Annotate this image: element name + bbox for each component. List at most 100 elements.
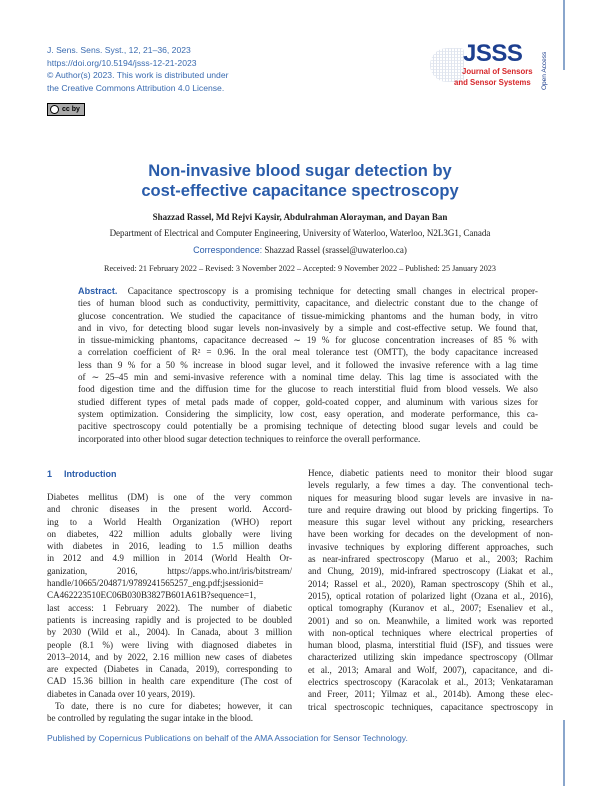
word: %	[127, 359, 136, 370]
word: the	[330, 433, 342, 444]
word: body	[431, 347, 450, 358]
word: and	[378, 322, 392, 333]
word: optimization.	[110, 408, 159, 419]
word: with	[474, 359, 491, 370]
word: with	[521, 335, 538, 346]
word: is	[449, 372, 456, 383]
doi-link[interactable]: https://doi.org/10.5194/jsss-12-21-2023	[47, 57, 197, 68]
word: copper,	[354, 396, 382, 407]
word: performance,	[451, 408, 500, 419]
word: =	[206, 347, 212, 358]
word: the	[414, 347, 426, 358]
word: delay.	[360, 372, 382, 383]
word: ties	[78, 298, 91, 309]
word: tolerance	[316, 347, 350, 358]
word: of	[78, 372, 86, 383]
word: the	[432, 310, 444, 321]
word: capacitance	[203, 335, 246, 346]
word: to	[320, 384, 328, 395]
word: promising	[255, 286, 292, 296]
word: than	[96, 359, 113, 370]
logo-line-1: Journal of Sensors	[462, 67, 533, 76]
word: moderate	[410, 408, 445, 419]
word: blood	[187, 322, 209, 333]
abstract-line: and in vivo, for detecting blood sugar levels no…	[78, 322, 538, 334]
word: a	[253, 421, 258, 432]
word: vivo,	[108, 322, 128, 333]
text-line: with non-optical techniques where electr…	[308, 627, 553, 638]
word: in	[507, 310, 515, 321]
word: This	[387, 372, 404, 383]
word: glucose	[287, 384, 316, 395]
text-line: 2013–2014, and by 2022, 2.16 million new…	[47, 651, 292, 662]
word: lag	[409, 372, 421, 383]
word: for	[132, 322, 144, 333]
text-line: last access: 1 February 2022). The numbe…	[47, 602, 292, 613]
abstract-line: system optimization. Considering the simplic…	[78, 408, 538, 420]
word: operation,	[347, 408, 384, 419]
word: blood	[163, 433, 185, 444]
publisher-footer: Published by Copernicus Publications on …	[47, 733, 408, 743]
abstract-line: ties of human blood such as conductivity, permi…	[78, 297, 538, 309]
word: be	[529, 421, 538, 432]
abstract-line: of ∼ 25–45 min and semi-invasive reference with…	[78, 371, 538, 383]
word: gold-coated	[305, 396, 349, 407]
section-number: 1	[47, 469, 53, 479]
word: this	[506, 408, 520, 419]
word: In	[241, 347, 250, 358]
word: with	[504, 372, 521, 383]
word: time	[337, 372, 355, 383]
text-line: be controlled by regulating the sugar in…	[47, 713, 254, 724]
word: as	[188, 298, 197, 309]
word: that,	[521, 322, 538, 333]
word: human	[449, 310, 475, 321]
word: levels	[455, 421, 477, 432]
text-line: in 2012 and 4.9 million in 2014 (World H…	[47, 553, 292, 564]
word: fluid	[400, 384, 418, 395]
word: a	[78, 347, 83, 358]
license-link[interactable]: the Creative Commons Attribution 4.0 Lic…	[47, 82, 225, 93]
word: and	[387, 396, 401, 407]
word: (OMTT),	[373, 347, 409, 358]
text-line: characterized utilizing skin impedance s…	[308, 652, 553, 663]
text-line: ture and require drawing out blood by pr…	[308, 504, 553, 515]
word: in	[78, 335, 86, 346]
word: human	[109, 298, 135, 309]
word: blood	[446, 384, 468, 395]
word: electrical	[471, 286, 506, 296]
text-line: To date, there is no cure for diabetes; …	[55, 701, 292, 712]
cc-by-badge[interactable]: cc by	[47, 103, 85, 116]
word: increased	[503, 347, 538, 358]
word: vitro	[520, 310, 538, 321]
word: followed	[345, 359, 378, 370]
text-line: niques for measuring blood sugar levels …	[308, 492, 553, 503]
abstract-line: pacitive spectroscopy could potentially be a p…	[78, 420, 538, 432]
word: in	[228, 359, 236, 370]
word: tissue-mimicking	[301, 310, 365, 321]
word: oral	[272, 347, 287, 358]
word: permittivity,	[255, 298, 300, 309]
word: technique	[307, 421, 343, 432]
word: of	[479, 335, 488, 346]
word: it	[335, 359, 341, 370]
correspondence-label: Correspondence:	[193, 245, 263, 255]
word: the	[216, 408, 228, 419]
word: and	[390, 408, 404, 419]
word: concentration.	[112, 310, 164, 321]
text-line: human blood, plasma, interstitial fluid …	[308, 640, 553, 651]
text-line: are expected (Diabetes in Canada, 2019),…	[47, 664, 292, 675]
correspondence-text[interactable]: Shazzad Rassel (srassel@uwaterloo.ca)	[264, 245, 407, 255]
word: a	[244, 286, 249, 296]
word: the	[271, 384, 283, 395]
word: easy	[324, 408, 341, 419]
word: techniques	[244, 433, 284, 444]
word: We	[478, 322, 490, 333]
text-line: ganization, 2016, https://apps.who.int/i…	[47, 565, 292, 576]
word: with	[269, 372, 286, 383]
journal-header: J. Sens. Sens. Syst., 12, 21–36, 2023 ht…	[47, 44, 228, 94]
word: reference	[229, 372, 264, 383]
word: increases	[440, 335, 475, 346]
word: changes	[422, 286, 452, 296]
word: correlation	[88, 347, 128, 358]
text-line: optical tomography (Kuranov et al., 2007…	[308, 603, 553, 614]
